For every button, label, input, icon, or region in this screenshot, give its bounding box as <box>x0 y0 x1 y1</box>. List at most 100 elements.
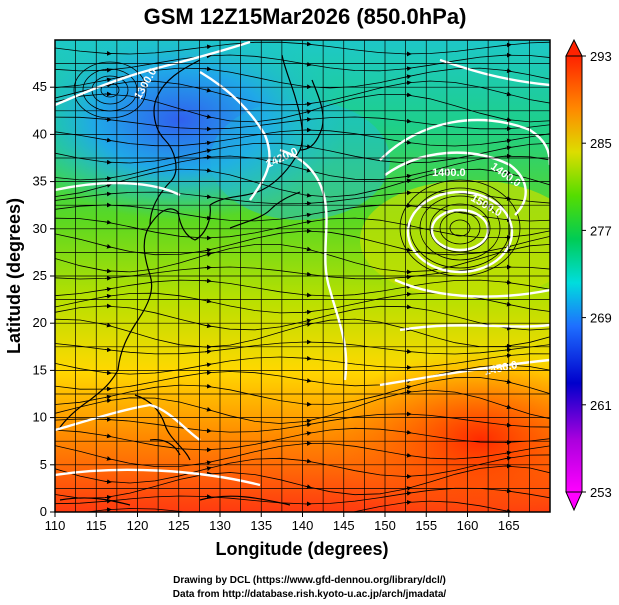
wind-streamlines <box>55 41 550 516</box>
streamline-arrow <box>104 244 112 249</box>
streamline-arrow <box>104 456 112 461</box>
credit-drawing: Drawing by DCL (https://www.gfd-dennou.o… <box>173 575 446 586</box>
lat-lon-grid <box>55 40 550 512</box>
y-tick-label: 20 <box>33 315 47 330</box>
streamline-arrow <box>504 301 512 307</box>
coastlines <box>57 54 324 506</box>
streamline-arrow <box>504 68 512 74</box>
streamline-arrow <box>504 279 512 285</box>
colorbar-label: 261 <box>590 398 612 413</box>
streamline-arrow <box>104 479 112 484</box>
streamline-arrow <box>404 304 412 310</box>
streamline-arrow <box>504 42 512 48</box>
credit-data: Data from http://database.rish.kyoto-u.a… <box>172 589 447 600</box>
x-tick-label: 120 <box>127 518 149 533</box>
streamline-arrow <box>104 433 112 439</box>
streamline-arrow <box>504 325 512 331</box>
streamline-arrow <box>404 349 412 354</box>
streamline-arrow <box>104 398 112 404</box>
y-tick-label: 10 <box>33 410 47 425</box>
streamline-arrow <box>504 353 512 359</box>
streamline-arrow <box>404 452 412 458</box>
streamline-arrow <box>204 194 212 200</box>
streamline-arrow <box>204 349 212 354</box>
x-tick-label: 160 <box>457 518 479 533</box>
streamline-arrow <box>304 212 312 218</box>
streamline <box>83 500 514 512</box>
streamline-arrow <box>104 183 112 188</box>
streamline-arrow <box>304 61 312 67</box>
streamline-arrow <box>204 466 212 471</box>
streamline-arrow <box>404 491 412 496</box>
streamline-arrow <box>304 418 312 424</box>
streamline-arrow <box>104 394 112 400</box>
streamline-arrow <box>404 118 412 124</box>
streamline-arrow <box>304 292 312 298</box>
x-tick-label: 145 <box>333 518 355 533</box>
streamline-arrow <box>304 167 312 173</box>
streamline-arrow <box>404 80 412 86</box>
streamline-arrow <box>104 117 112 122</box>
streamline-arrow <box>204 148 212 154</box>
streamline-arrow <box>204 66 212 72</box>
streamline-arrow <box>404 291 412 297</box>
circulation-ring <box>439 211 481 245</box>
colorbar-label: 269 <box>590 311 612 326</box>
streamline-arrow <box>304 117 312 122</box>
y-axis-ticks: 0 5 10 15 20 25 30 35 40 45 <box>33 79 55 519</box>
streamline-arrow <box>304 422 312 428</box>
streamline-arrow <box>504 145 512 151</box>
streamline-arrow <box>304 219 312 225</box>
y-tick-label: 40 <box>33 126 47 141</box>
circulation-ring <box>429 203 491 253</box>
streamline-arrow <box>104 137 112 143</box>
y-axis-label: Latitude (degrees) <box>4 198 24 354</box>
streamline-arrow <box>404 429 412 435</box>
circulation-ring <box>449 219 471 237</box>
x-tick-label: 155 <box>415 518 437 533</box>
streamline-arrow <box>204 87 212 93</box>
colorbar-label: 253 <box>590 485 612 500</box>
y-tick-label: 5 <box>40 457 47 472</box>
streamline-arrow <box>104 286 112 292</box>
streamline-arrow <box>104 77 112 83</box>
streamline-arrow <box>205 515 211 516</box>
streamline-arrow <box>104 176 112 181</box>
x-tick-label: 165 <box>498 518 520 533</box>
streamline-arrow <box>504 488 512 494</box>
streamline-arrow <box>304 318 312 324</box>
streamline-arrow <box>104 159 112 165</box>
streamline-arrow <box>404 173 412 179</box>
y-tick-label: 25 <box>33 268 47 283</box>
x-tick-label: 140 <box>292 518 314 533</box>
map-title: GSM 12Z15Mar2026 (850.0hPa) <box>144 4 467 29</box>
streamline-arrow <box>204 168 212 173</box>
y-tick-label: 35 <box>33 174 47 189</box>
streamline-arrow <box>404 389 412 395</box>
streamline-arrow <box>304 484 312 489</box>
x-axis-label: Longitude (degrees) <box>215 539 388 559</box>
streamline-arrow <box>304 192 312 198</box>
colorbar: 293 285 277 269 261 253 <box>565 38 612 512</box>
circulation-ring <box>419 195 501 261</box>
x-tick-label: 115 <box>86 518 107 533</box>
contour-label: 1400.0 <box>432 167 466 179</box>
streamline-arrow <box>104 347 112 353</box>
streamline-arrow <box>204 248 212 253</box>
streamline-arrow <box>404 274 412 280</box>
streamline-arrow <box>504 450 512 456</box>
streamline-arrow <box>304 309 312 315</box>
streamline-arrow <box>304 356 312 361</box>
circulation-ring <box>73 61 147 119</box>
streamline-arrow <box>104 191 112 197</box>
streamline-arrow <box>204 252 212 257</box>
x-tick-label: 130 <box>209 518 231 533</box>
streamline-arrow <box>104 67 112 73</box>
streamline-arrow <box>304 246 312 252</box>
streamline-arrow <box>504 91 512 97</box>
streamline-arrow <box>504 343 512 349</box>
y-tick-label: 0 <box>40 504 47 519</box>
streamline-arrow <box>404 500 412 505</box>
colorbar-label: 285 <box>590 136 612 151</box>
